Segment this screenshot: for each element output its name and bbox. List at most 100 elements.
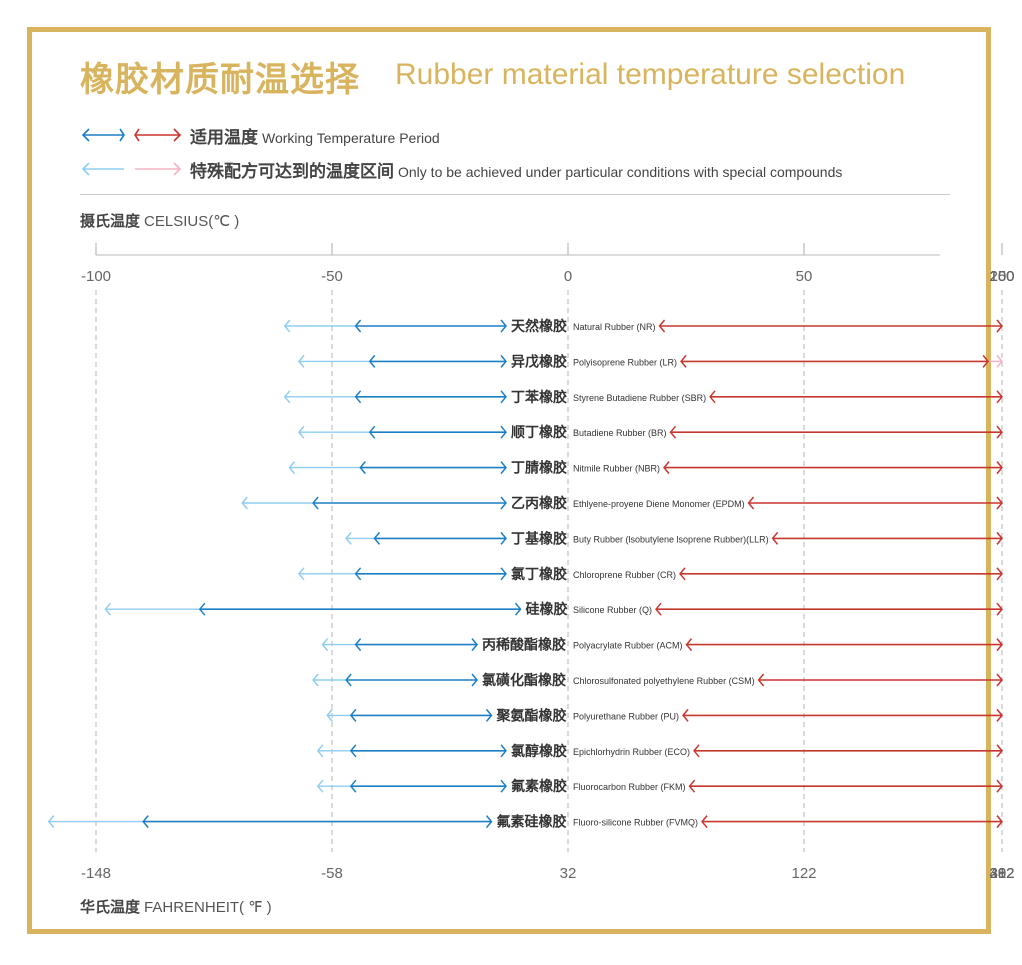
material-2-hot-working-arrow [996, 390, 1003, 404]
material-10-name-en: Chlorosulfonated polyethylene Rubber (CS… [573, 676, 755, 686]
material-11-hot-working-arrow [996, 708, 1003, 722]
material-7-hot-working-start-arrow [679, 567, 686, 581]
material-13-hot-working-arrow [996, 779, 1003, 793]
material-11-name-en: Polyurethane Rubber (PU) [573, 711, 679, 721]
material-13-name-en: Fluorocarbon Rubber (FKM) [573, 782, 686, 792]
fahrenheit-axis-title-cn: 华氏温度 [80, 898, 141, 916]
legend-working-label-cn: 适用温度 [190, 128, 258, 148]
material-3-name-en: Butadiene Rubber (BR) [573, 428, 667, 438]
fahrenheit-axis-title: 华氏温度 FAHRENHEIT( ℉ ) [80, 896, 272, 917]
legend-special-swatch [81, 162, 182, 176]
material-12-name-cn: 氯醇橡胶 [511, 743, 567, 760]
celsius-tick-label: -100 [81, 268, 111, 285]
material-4-cold-working-arrow [359, 461, 366, 475]
material-3-hot-working-arrow [996, 425, 1003, 439]
material-0-cold-working-arrow [354, 319, 362, 333]
celsius-tick-label: 50 [796, 268, 813, 285]
material-5-hot-working-start-arrow [747, 496, 755, 510]
material-6-cold-working-end-arrow [500, 531, 507, 545]
material-9-cold-special-arrow [321, 638, 329, 652]
material-11-cold-working-end-arrow [485, 708, 493, 722]
material-0-cold-special-arrow [283, 319, 291, 333]
material-0-name-cn: 天然橡胶 [511, 318, 567, 335]
fahrenheit-tick-label: -148 [81, 865, 111, 882]
legend-special-label-en: Only to be achieved under particular con… [398, 164, 843, 180]
fahrenheit-tick-label: 212 [989, 865, 1014, 882]
fahrenheit-tick-label: 482 [989, 865, 1014, 882]
celsius-axis-title: 摄氏温度 CELSIUS(℃ ) [80, 210, 239, 231]
material-8-hot-working-arrow [996, 602, 1003, 616]
material-12-hot-working-arrow [996, 744, 1003, 758]
material-2-cold-working-arrow [354, 390, 362, 404]
material-4-cold-working-end-arrow [500, 461, 507, 475]
material-11-cold-special-arrow [326, 708, 333, 722]
material-10-cold-working-end-arrow [471, 673, 478, 687]
legend-working-label-en: Working Temperature Period [262, 130, 440, 146]
material-2-hot-working-start-arrow [709, 390, 716, 404]
material-7-cold-special-arrow [297, 567, 305, 581]
material-8-cold-working-end-arrow [514, 602, 522, 616]
material-11-name-cn: 聚氨酯橡胶 [496, 707, 567, 724]
material-5-cold-special-arrow [241, 496, 248, 510]
fahrenheit-axis-title-en: FAHRENHEIT( ℉ ) [144, 899, 272, 916]
material-13-cold-working-end-arrow [500, 779, 507, 793]
material-9-name-cn: 丙稀酸酯橡胶 [482, 637, 566, 654]
material-2-name-en: Styrene Butadiene Rubber (SBR) [573, 393, 706, 403]
fahrenheit-tick-label: -58 [321, 865, 343, 882]
material-12-name-en: Epichlorhydrin Rubber (ECO) [573, 747, 690, 757]
material-7-name-cn: 氯丁橡胶 [511, 566, 567, 583]
material-7-cold-working-arrow [354, 567, 362, 581]
material-7-hot-working-arrow [996, 567, 1003, 581]
material-13-cold-working-arrow [349, 779, 357, 793]
material-1-cold-special-arrow [297, 354, 305, 368]
celsius-axis-title-cn: 摄氏温度 [80, 212, 141, 230]
page-title-cn: 橡胶材质耐温选择 [80, 60, 360, 100]
material-8-hot-working-start-arrow [655, 602, 662, 616]
material-1-name-cn: 异戊橡胶 [511, 353, 567, 370]
material-6-cold-working-arrow [373, 531, 381, 545]
material-10-hot-working-arrow [996, 673, 1003, 687]
material-12-cold-special-arrow [316, 744, 324, 758]
material-6-hot-working-arrow [996, 531, 1003, 545]
material-5-cold-working-end-arrow [500, 496, 507, 510]
page-frame [27, 27, 991, 934]
celsius-tick-label: 100 [989, 268, 1014, 285]
material-4-name-cn: 丁腈橡胶 [511, 460, 567, 477]
material-3-cold-working-arrow [368, 425, 376, 439]
material-4-hot-working-start-arrow [663, 461, 670, 475]
page-title-en: Rubber material temperature selection [395, 58, 906, 91]
material-12-cold-working-arrow [349, 744, 357, 758]
material-8-name-en: Silicone Rubber (Q) [573, 605, 652, 615]
fahrenheit-tick-label: 122 [791, 865, 816, 882]
material-14-cold-special-arrow [47, 815, 55, 829]
material-14-name-en: Fluoro-silicone Rubber (FVMQ) [573, 818, 698, 828]
celsius-tick-label: 200 [989, 268, 1014, 285]
material-1-hot-working-arrow [982, 354, 990, 368]
material-2-cold-working-end-arrow [500, 390, 507, 404]
material-12-cold-working-end-arrow [500, 744, 507, 758]
material-1-cold-working-arrow [368, 354, 376, 368]
material-3-cold-working-end-arrow [500, 425, 507, 439]
celsius-tick-label: 0 [564, 268, 572, 285]
material-4-name-en: Nitmile Rubber (NBR) [573, 464, 660, 474]
fahrenheit-tick-label: 392 [989, 865, 1014, 882]
material-2-name-cn: 丁苯橡胶 [511, 389, 567, 406]
material-10-cold-special-arrow [312, 673, 319, 687]
material-5-name-en: Ethlyene-proyene Diene Monomer (EPDM) [573, 499, 745, 509]
material-9-name-en: Polyacrylate Rubber (ACM) [573, 641, 683, 651]
material-7-name-en: Chloroprene Rubber (CR) [573, 570, 676, 580]
material-13-cold-special-arrow [316, 779, 324, 793]
material-5-hot-working-arrow [996, 496, 1003, 510]
material-6-name-en: Buty Rubber (lsobutylene lsoprene Rubber… [573, 534, 769, 544]
material-8-cold-special-arrow [104, 602, 112, 616]
material-14-cold-working-arrow [142, 815, 149, 829]
material-10-cold-working-arrow [345, 673, 352, 687]
material-6-hot-working-start-arrow [771, 531, 779, 545]
material-3-name-cn: 顺丁橡胶 [511, 424, 567, 441]
celsius-tick-label: -50 [321, 268, 343, 285]
legend-special-label-cn: 特殊配方可达到的温度区间 [190, 162, 394, 182]
material-12-hot-working-start-arrow [693, 744, 700, 758]
material-1-hot-working-start-arrow [680, 354, 687, 368]
celsius-tick-label: 150 [989, 268, 1014, 285]
